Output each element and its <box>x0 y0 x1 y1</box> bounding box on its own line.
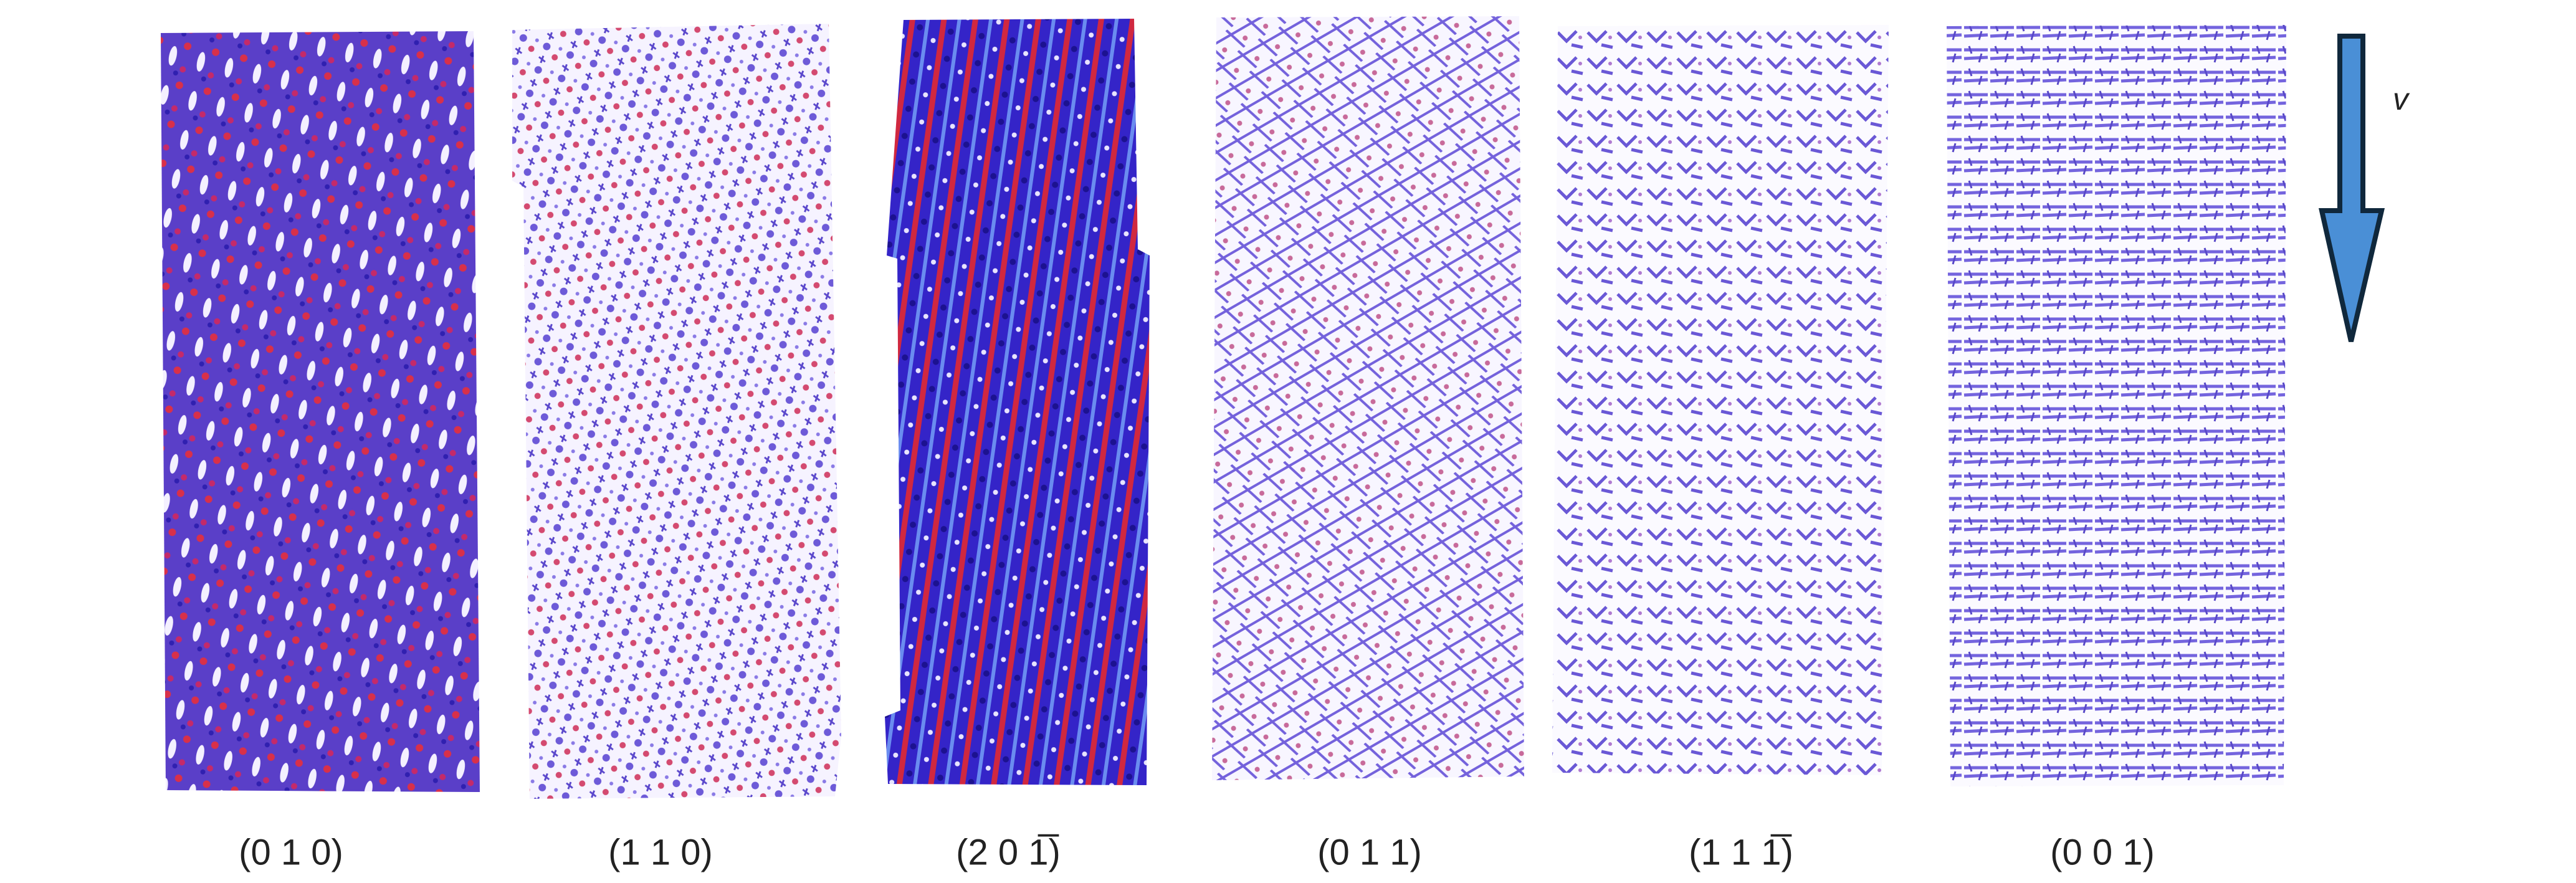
panel-label: (0 1 1) <box>1317 832 1422 872</box>
panel-label: (0 0 1) <box>2050 832 2155 872</box>
slab-110 <box>512 24 841 799</box>
slab-011 <box>1212 16 1524 780</box>
slab-111 <box>1552 25 1889 775</box>
panel-label: (2 0 1̅) <box>956 832 1061 872</box>
panel-label: (1 1 0) <box>608 832 713 872</box>
velocity-arrow <box>2319 34 2385 342</box>
slab-201 <box>885 19 1150 785</box>
panel-label: (1 1 1̅) <box>1689 832 1793 872</box>
arrow-label: v <box>2393 82 2410 117</box>
slab-010 <box>161 31 480 792</box>
panel-label: (0 1 0) <box>239 832 343 872</box>
slab-001 <box>1947 25 2286 786</box>
